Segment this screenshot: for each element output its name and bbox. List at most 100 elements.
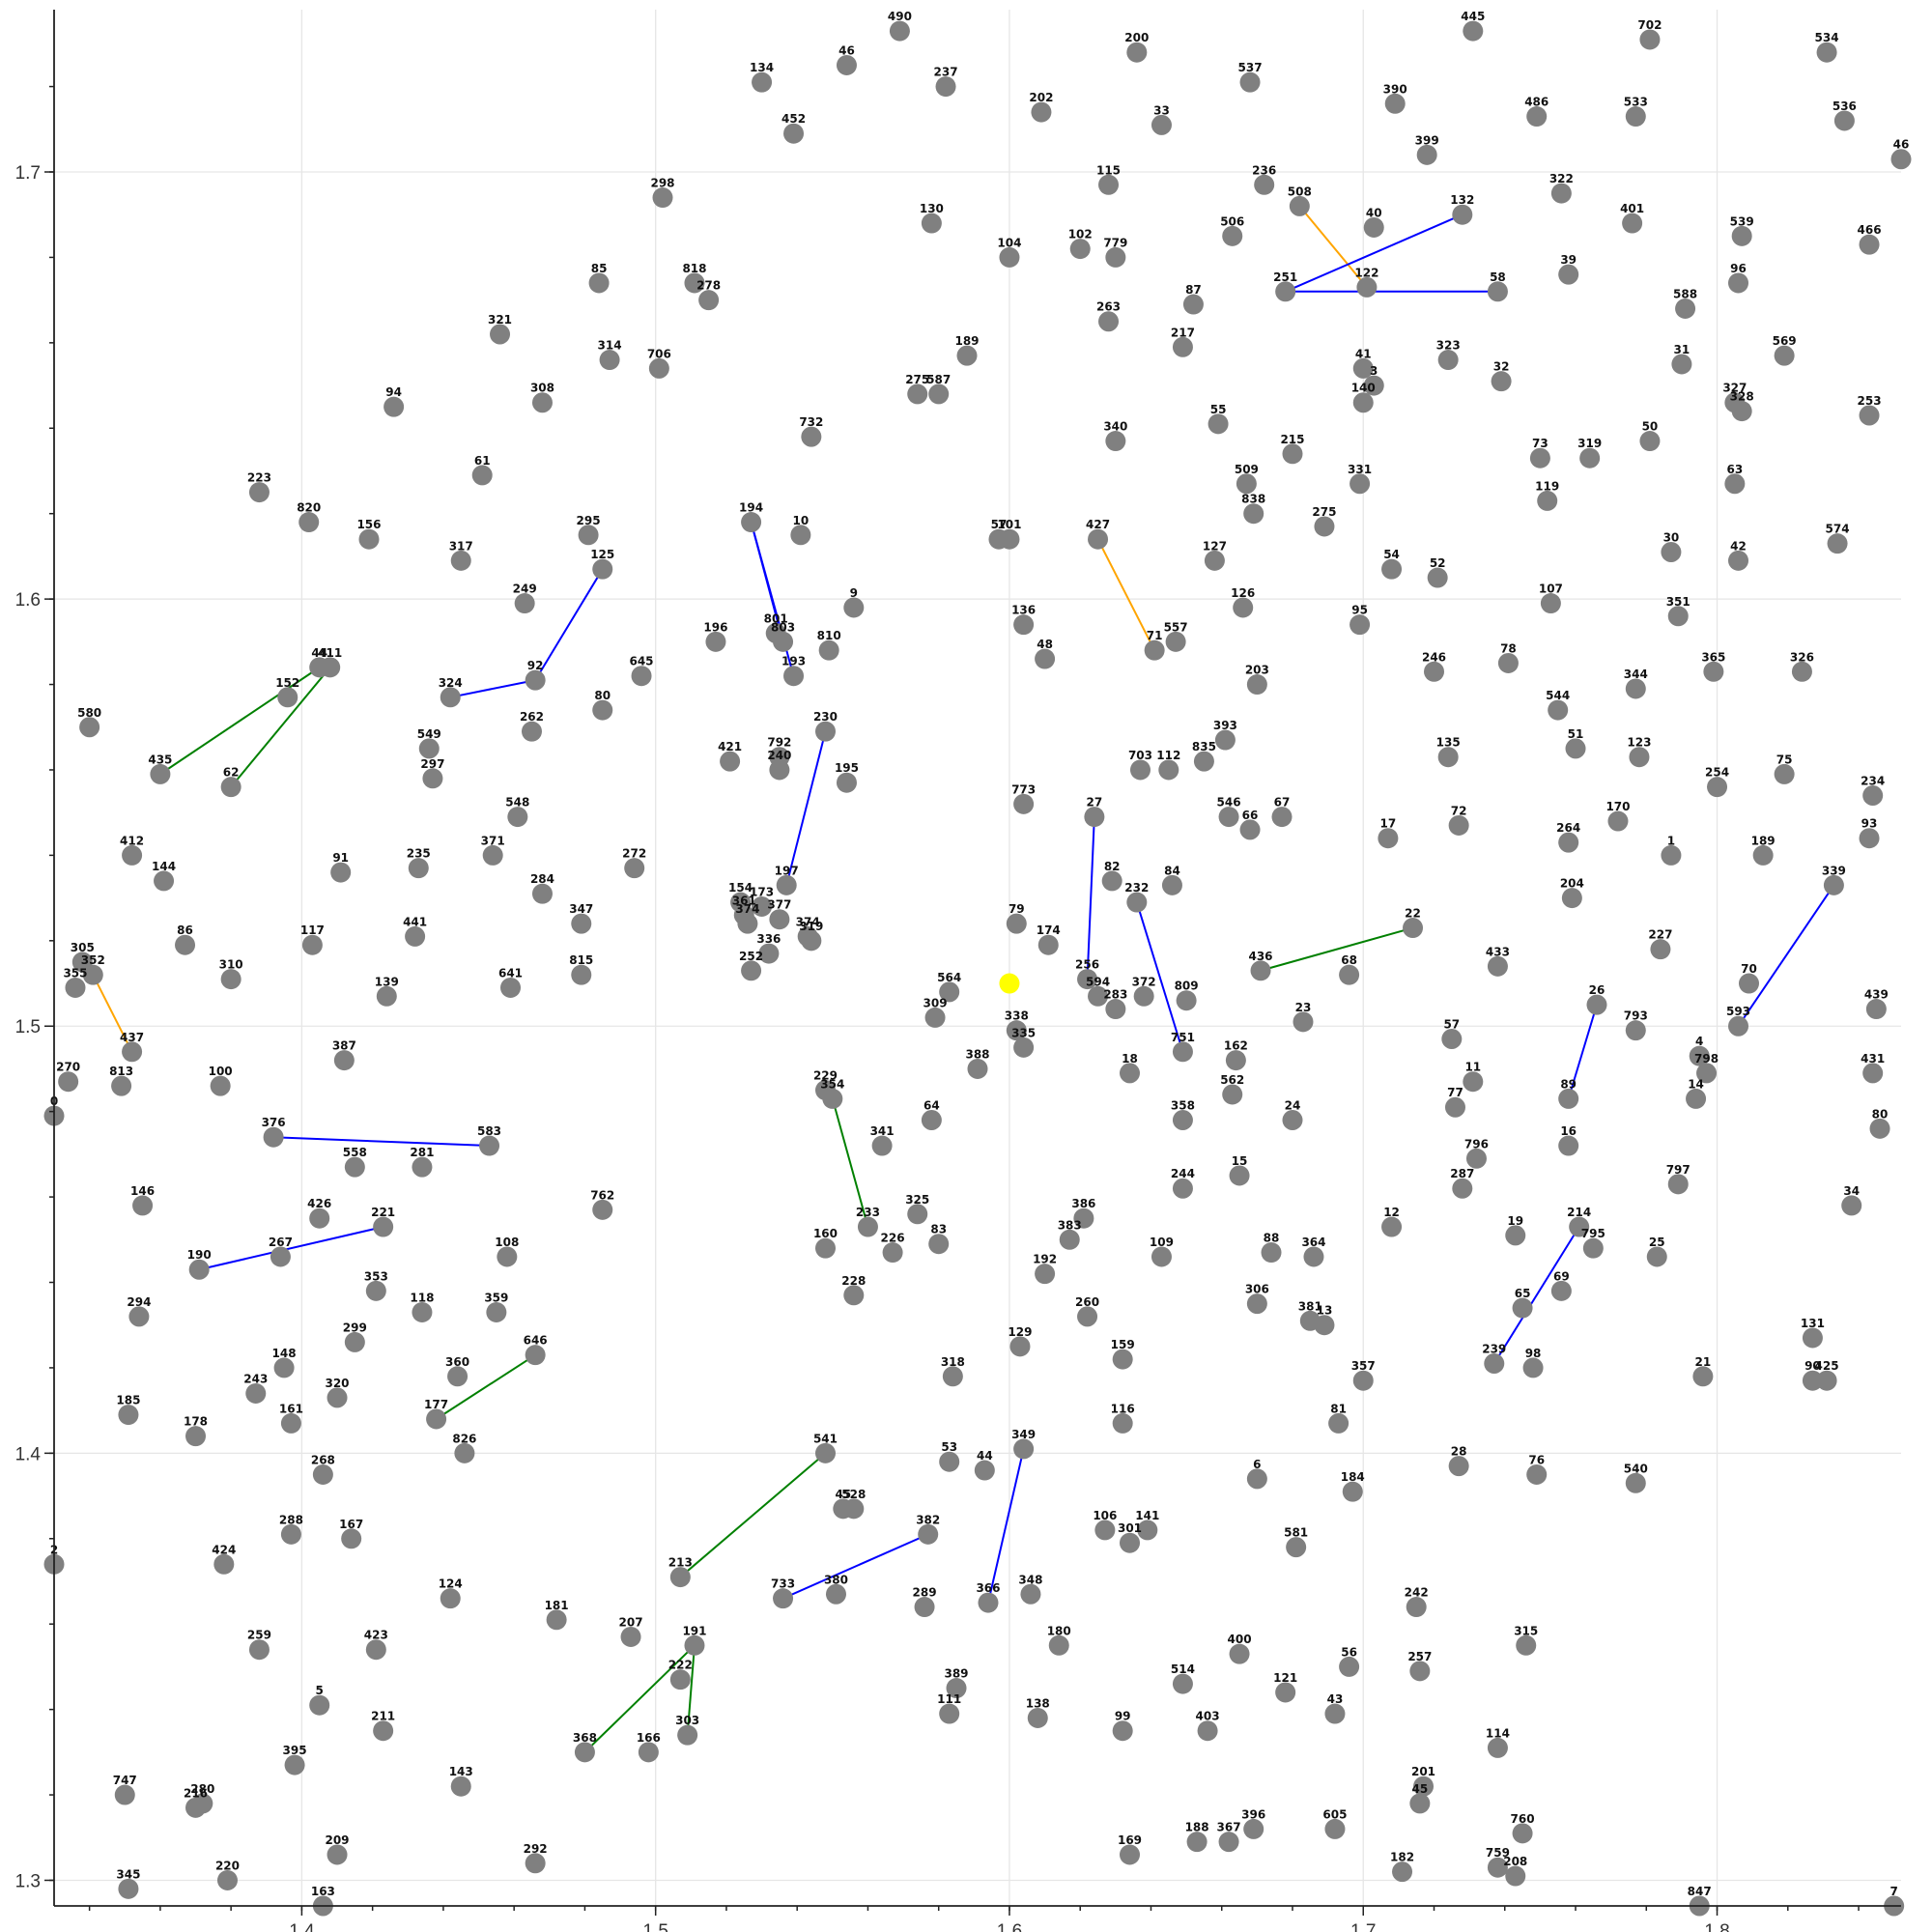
point-label-242: 242 — [1405, 1586, 1429, 1600]
point-label-319b: 319 — [799, 920, 823, 933]
point-label-569: 569 — [1773, 334, 1797, 348]
point-label-40: 40 — [1366, 206, 1382, 219]
point-label-220: 220 — [215, 1859, 240, 1872]
point-label-45b: 45 — [1412, 1782, 1429, 1796]
point-347 — [571, 913, 592, 934]
point-label-56: 56 — [1341, 1645, 1357, 1659]
point-540 — [1625, 1472, 1646, 1493]
point-label-169: 169 — [1118, 1833, 1142, 1847]
link-lines — [92, 205, 1835, 1753]
point-label-193: 193 — [781, 655, 806, 668]
point-263 — [1098, 311, 1120, 332]
point-102 — [1069, 239, 1091, 260]
point-label-374: 374 — [735, 902, 759, 916]
point-label-114: 114 — [1486, 1726, 1510, 1740]
point-label-190: 190 — [187, 1248, 212, 1262]
point-360 — [447, 1366, 469, 1387]
point-label-297: 297 — [420, 757, 444, 771]
point-label-16: 16 — [1560, 1124, 1577, 1138]
point-139 — [376, 985, 397, 1007]
point-label-55: 55 — [1210, 403, 1227, 416]
point-label-148: 148 — [272, 1347, 297, 1360]
point-514 — [1172, 1673, 1193, 1694]
point-544 — [1548, 699, 1569, 721]
point-702 — [1639, 29, 1661, 50]
point-label-42: 42 — [1730, 539, 1747, 553]
point-204 — [1561, 888, 1582, 909]
point-234 — [1862, 784, 1884, 806]
point-label-354: 354 — [820, 1077, 844, 1091]
point-321 — [490, 324, 511, 345]
point-412 — [122, 844, 143, 866]
point-label-234: 234 — [1861, 774, 1885, 787]
point-label-17: 17 — [1380, 817, 1397, 831]
point-201 — [1413, 1776, 1435, 1797]
point-label-263: 263 — [1096, 300, 1121, 314]
point-760 — [1512, 1823, 1533, 1844]
point-534 — [1816, 42, 1837, 63]
point-label-166: 166 — [637, 1731, 661, 1745]
point-366 — [978, 1592, 999, 1613]
point-41 — [1352, 357, 1374, 379]
point-587 — [928, 384, 950, 405]
point-label-170: 170 — [1605, 800, 1630, 813]
point-label-826: 826 — [452, 1432, 476, 1445]
point-181 — [546, 1609, 567, 1631]
point-69 — [1550, 1280, 1572, 1301]
point-23 — [1293, 1011, 1314, 1033]
point-label-3: 3 — [1370, 364, 1378, 378]
axes: 1.4 1.5 1.6 1.7 1.8 1.3 1.4 1.5 1.6 1.7 — [15, 10, 1901, 1932]
point-label-12: 12 — [1383, 1206, 1400, 1219]
point-label-309: 309 — [923, 996, 948, 1009]
point-label-646: 646 — [524, 1334, 548, 1348]
point-76 — [1526, 1463, 1548, 1485]
point-label-509: 509 — [1235, 463, 1259, 476]
point-202 — [1031, 101, 1052, 123]
point-232 — [1126, 892, 1148, 913]
point-132 — [1452, 204, 1473, 225]
point-label-284: 284 — [530, 872, 554, 886]
link-427-71 — [1096, 538, 1156, 651]
point-label-202: 202 — [1029, 91, 1053, 104]
point-label-7: 7 — [1889, 1885, 1897, 1898]
point-label-177: 177 — [424, 1398, 448, 1411]
point-label-204: 204 — [1560, 877, 1584, 891]
point-label-411: 411 — [318, 646, 342, 660]
point-193 — [783, 666, 805, 687]
point-747 — [114, 1784, 135, 1805]
point-536 — [1833, 110, 1855, 131]
point-label-792: 792 — [767, 736, 791, 750]
point-270 — [58, 1071, 79, 1093]
point-357 — [1352, 1370, 1374, 1391]
point-label-320: 320 — [325, 1377, 349, 1390]
point-label-795: 795 — [1581, 1227, 1605, 1240]
point-label-134: 134 — [750, 61, 774, 74]
point-90 — [1802, 1370, 1823, 1391]
point-label-213: 213 — [668, 1556, 693, 1570]
point-431 — [1862, 1063, 1884, 1084]
point-32 — [1491, 371, 1512, 392]
point-284 — [531, 883, 553, 904]
point-275 — [907, 384, 928, 405]
point-label-558: 558 — [343, 1146, 367, 1159]
point-label-39: 39 — [1560, 253, 1577, 267]
point-21 — [1692, 1366, 1714, 1387]
point-583 — [479, 1135, 500, 1156]
point-label-230: 230 — [813, 710, 838, 724]
point-124 — [440, 1588, 461, 1609]
link-366-349 — [987, 1448, 1025, 1604]
point-label-348: 348 — [1018, 1573, 1042, 1586]
point-91 — [330, 862, 352, 883]
point-label-203: 203 — [1245, 664, 1269, 677]
point-label-835: 835 — [1192, 740, 1216, 753]
point-label-295: 295 — [577, 514, 601, 527]
point-label-537: 537 — [1238, 61, 1263, 74]
point-label-587: 587 — [926, 373, 951, 386]
point-label-141: 141 — [1135, 1509, 1159, 1522]
point-159 — [1112, 1349, 1133, 1370]
point-label-184: 184 — [1341, 1470, 1365, 1484]
point-106 — [1094, 1520, 1116, 1541]
link-27-256 — [1086, 816, 1095, 980]
point-194 — [741, 512, 762, 533]
